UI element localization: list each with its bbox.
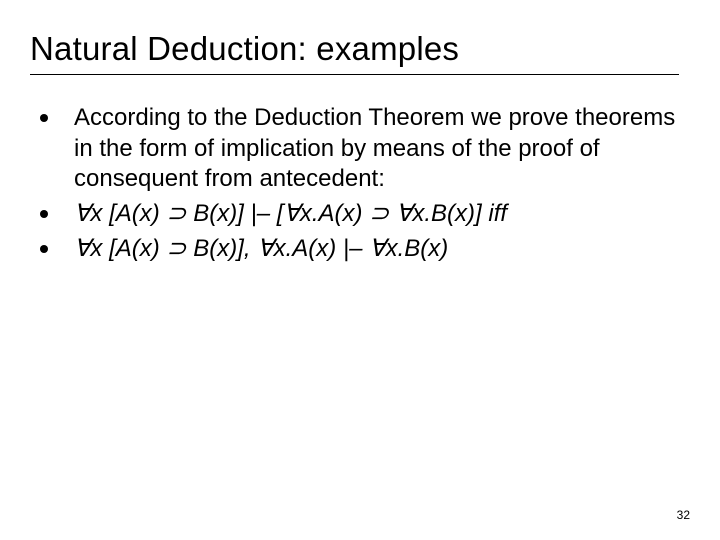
slide-title: Natural Deduction: examples [30,30,679,75]
bullet-icon [40,210,48,218]
slide-content: According to the Deduction Theorem we pr… [30,103,690,265]
list-item-text: ∀x [A(x) ⊃ B(x)] |– [∀x.A(x) ⊃ ∀x.B(x)] … [74,199,690,230]
bullet-icon [40,114,48,122]
list-item-text: According to the Deduction Theorem we pr… [74,103,690,195]
list-item: ∀x [A(x) ⊃ B(x)], ∀x.A(x) |– ∀x.B(x) [40,234,690,265]
list-item: According to the Deduction Theorem we pr… [40,103,690,195]
list-item: ∀x [A(x) ⊃ B(x)] |– [∀x.A(x) ⊃ ∀x.B(x)] … [40,199,690,230]
list-item-text: ∀x [A(x) ⊃ B(x)], ∀x.A(x) |– ∀x.B(x) [74,234,690,265]
bullet-icon [40,245,48,253]
slide: Natural Deduction: examples According to… [0,0,720,540]
page-number: 32 [677,508,690,522]
